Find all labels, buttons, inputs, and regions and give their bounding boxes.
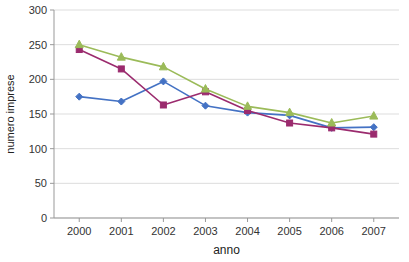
x-tick-label: 2004 bbox=[235, 225, 259, 237]
x-tick-label: 2007 bbox=[362, 225, 386, 237]
series-marker bbox=[244, 102, 252, 110]
series-marker bbox=[160, 102, 166, 108]
series-marker bbox=[201, 85, 209, 93]
y-tick-label: 300 bbox=[29, 4, 47, 16]
x-tick bbox=[205, 218, 206, 222]
series-marker bbox=[159, 62, 167, 70]
series-marker bbox=[286, 108, 294, 116]
x-axis-line bbox=[54, 218, 399, 219]
y-tick bbox=[50, 218, 54, 219]
series-marker bbox=[370, 124, 377, 131]
y-axis-label: numero imprese bbox=[4, 74, 16, 153]
series-marker bbox=[328, 119, 336, 127]
x-tick-label: 2002 bbox=[151, 225, 175, 237]
series-marker bbox=[371, 131, 377, 137]
x-tick bbox=[289, 218, 290, 222]
y-tick-label: 0 bbox=[41, 212, 47, 224]
y-tick bbox=[50, 114, 54, 115]
y-tick bbox=[50, 183, 54, 184]
y-tick bbox=[50, 79, 54, 80]
x-tick bbox=[331, 218, 332, 222]
x-tick bbox=[121, 218, 122, 222]
grid-line bbox=[54, 44, 399, 45]
y-tick-label: 150 bbox=[29, 108, 47, 120]
grid-line bbox=[54, 10, 399, 11]
x-tick-label: 2006 bbox=[319, 225, 343, 237]
series-marker bbox=[287, 120, 293, 126]
y-tick bbox=[50, 44, 54, 45]
grid-line bbox=[54, 79, 399, 80]
series-marker bbox=[118, 98, 125, 105]
y-tick bbox=[50, 10, 54, 11]
series-marker bbox=[75, 40, 83, 48]
x-tick bbox=[79, 218, 80, 222]
x-tick bbox=[163, 218, 164, 222]
x-axis-label: anno bbox=[213, 243, 240, 257]
y-tick-label: 100 bbox=[29, 143, 47, 155]
y-tick-label: 50 bbox=[35, 177, 47, 189]
plot-area bbox=[75, 40, 378, 137]
series-marker bbox=[160, 78, 167, 85]
x-tick-label: 2000 bbox=[67, 225, 91, 237]
series-marker bbox=[370, 112, 378, 120]
y-tick-label: 250 bbox=[29, 39, 47, 51]
series-line bbox=[79, 45, 374, 123]
x-tick-label: 2001 bbox=[109, 225, 133, 237]
x-tick bbox=[373, 218, 374, 222]
series-marker bbox=[118, 66, 124, 72]
series-line bbox=[79, 81, 374, 127]
series-line bbox=[79, 50, 374, 135]
x-tick bbox=[247, 218, 248, 222]
grid-line bbox=[54, 114, 399, 115]
series-marker bbox=[76, 93, 83, 100]
y-tick-label: 200 bbox=[29, 73, 47, 85]
chart: 0 50 100 150 200 250 300 2000 2001 2002 2003 2004 20… bbox=[0, 0, 409, 262]
x-tick-label: 2005 bbox=[277, 225, 301, 237]
series-marker bbox=[117, 53, 125, 61]
series-marker bbox=[202, 102, 209, 109]
x-tick-label: 2003 bbox=[193, 225, 217, 237]
y-axis-line bbox=[54, 10, 55, 218]
grid-line bbox=[54, 148, 399, 149]
grid-line bbox=[54, 183, 399, 184]
y-tick bbox=[50, 148, 54, 149]
grid-line bbox=[54, 218, 399, 219]
